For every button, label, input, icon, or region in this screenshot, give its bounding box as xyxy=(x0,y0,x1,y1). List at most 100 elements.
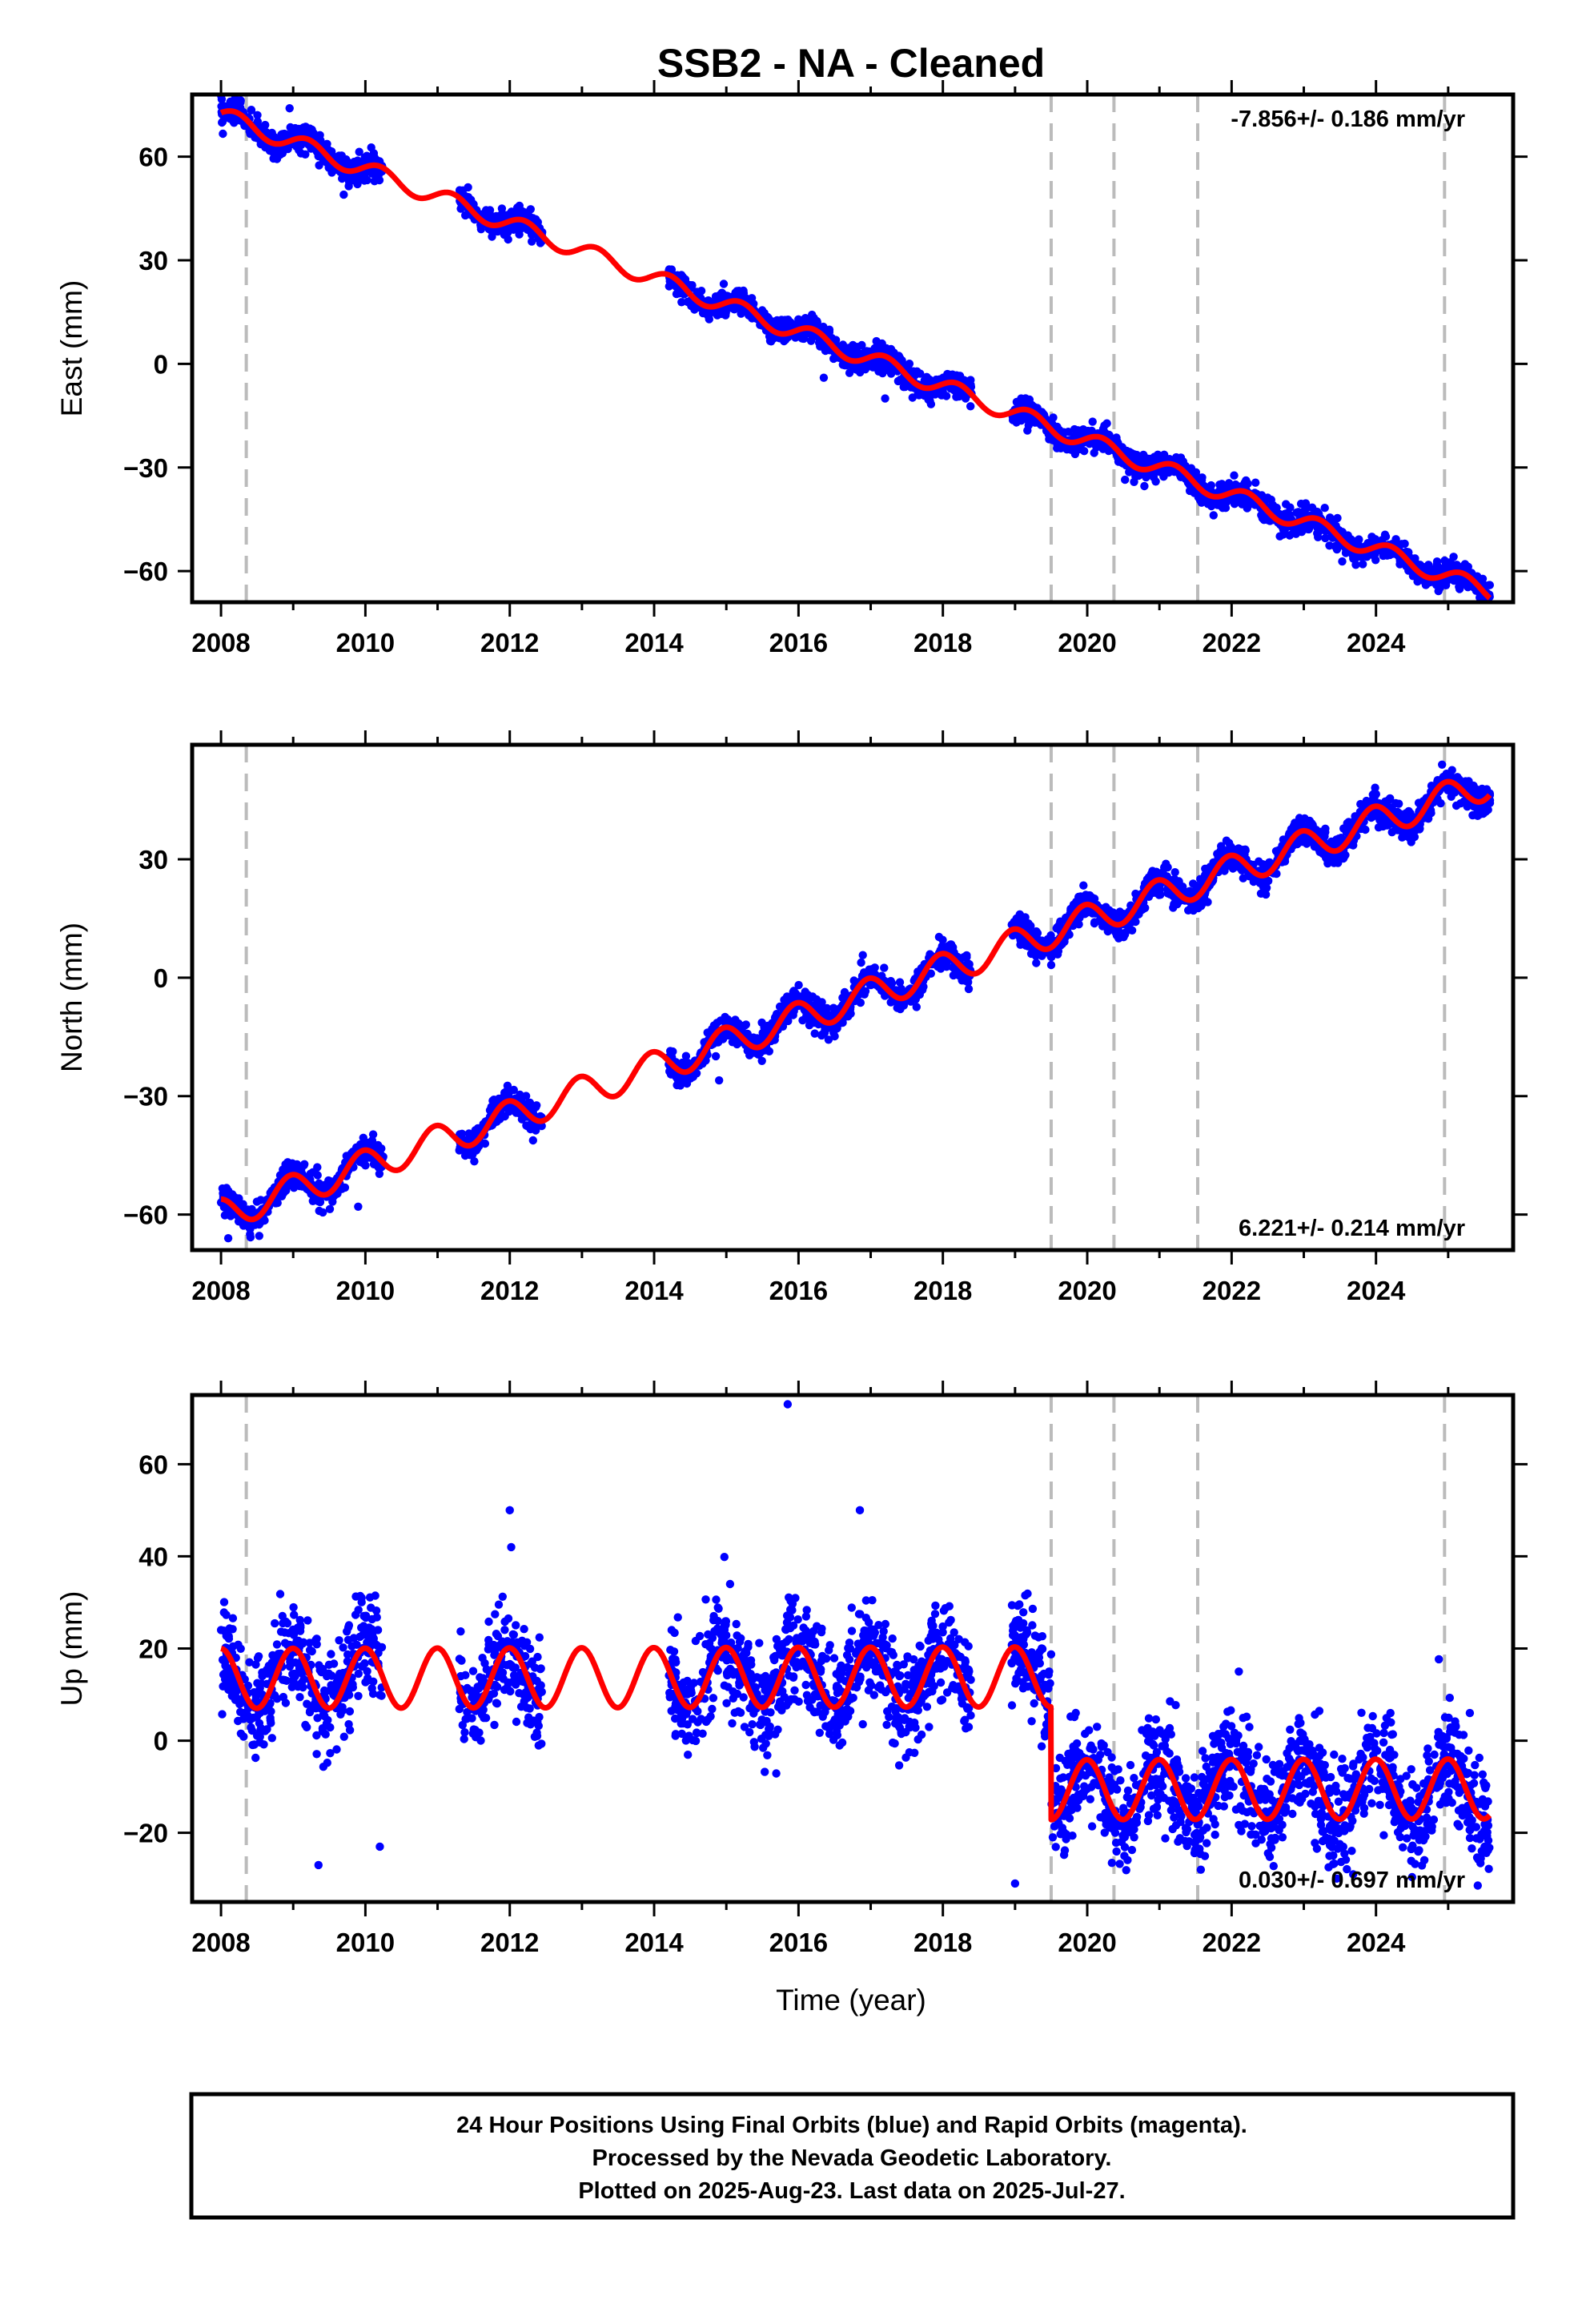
data-point xyxy=(219,102,228,111)
data-point xyxy=(502,1091,512,1100)
data-point xyxy=(1456,577,1464,586)
data-point xyxy=(920,376,930,385)
data-point xyxy=(1038,951,1046,960)
data-point xyxy=(1320,504,1329,513)
data-point xyxy=(1121,475,1130,485)
data-point xyxy=(1070,449,1080,459)
data-point xyxy=(1313,529,1322,538)
data-point xyxy=(470,1157,479,1166)
data-point xyxy=(277,147,286,156)
data-point xyxy=(1209,511,1219,520)
data-point xyxy=(1146,454,1154,464)
data-point xyxy=(1230,471,1239,480)
data-point xyxy=(1088,417,1097,426)
data-point xyxy=(515,230,524,239)
data-point xyxy=(926,396,934,405)
data-point xyxy=(1295,814,1304,822)
data-point xyxy=(908,393,917,402)
outlier-point xyxy=(339,190,348,199)
data-point xyxy=(1243,504,1252,513)
data-point xyxy=(286,1162,295,1172)
data-point xyxy=(319,1208,327,1217)
data-point xyxy=(246,1224,255,1233)
plot-area xyxy=(216,745,1495,1250)
data-point xyxy=(880,963,889,972)
x-tick-label: 2018 xyxy=(913,628,972,657)
data-point xyxy=(1240,478,1249,488)
data-point xyxy=(895,978,905,987)
data-point xyxy=(253,111,262,119)
outlier-point xyxy=(819,373,829,382)
data-point xyxy=(857,958,865,967)
north-panel: 2008 2010 2012 2014 2016 2018 2020 2022 2024−60−… xyxy=(55,730,1528,1305)
data-point xyxy=(1435,583,1444,593)
data-point xyxy=(1303,523,1313,533)
data-point xyxy=(347,173,355,182)
data-point xyxy=(666,1070,676,1079)
data-point xyxy=(1170,868,1179,877)
data-point xyxy=(966,402,975,411)
data-point xyxy=(817,1031,826,1040)
x-tick-label: 2012 xyxy=(480,628,539,657)
data-point xyxy=(821,346,830,356)
data-point xyxy=(711,1051,721,1061)
data-point xyxy=(219,129,227,139)
y-axis-label: East (mm) xyxy=(55,280,88,417)
data-point xyxy=(1047,952,1056,962)
data-point xyxy=(768,334,777,343)
data-point xyxy=(1199,497,1207,505)
data-point xyxy=(370,177,379,186)
data-point xyxy=(225,113,234,122)
data-point xyxy=(1303,504,1311,513)
east-panel: 2008 2010 2012 2014 2016 2018 2020 2022 2024−60−… xyxy=(55,80,1528,657)
data-point xyxy=(299,1160,308,1170)
data-point xyxy=(880,344,889,353)
data-point xyxy=(1140,481,1149,491)
data-point xyxy=(247,106,256,115)
data-point xyxy=(672,289,681,299)
data-point xyxy=(741,1021,749,1030)
data-point xyxy=(858,951,867,959)
data-point xyxy=(677,298,686,307)
x-tick-label: 2010 xyxy=(336,628,395,657)
data-point xyxy=(1371,556,1380,565)
data-point xyxy=(344,182,353,191)
data-point xyxy=(500,211,509,219)
data-point xyxy=(527,230,536,239)
data-point xyxy=(703,1028,712,1037)
data-point xyxy=(315,131,324,139)
data-point xyxy=(269,154,278,163)
data-point xyxy=(504,235,512,244)
data-point xyxy=(353,179,362,189)
data-point xyxy=(804,991,813,999)
data-point xyxy=(1325,541,1334,550)
data-point xyxy=(1032,959,1041,967)
data-point xyxy=(230,119,239,127)
data-point xyxy=(528,237,536,246)
data-point xyxy=(516,223,524,231)
outlier-point xyxy=(285,104,294,113)
data-point xyxy=(246,1232,255,1242)
data-point xyxy=(1132,450,1142,460)
y-tick-label: −60 xyxy=(123,557,168,586)
data-point xyxy=(872,336,881,346)
data-point xyxy=(1112,433,1121,442)
data-point xyxy=(730,1036,739,1046)
data-point xyxy=(226,1189,235,1199)
data-point xyxy=(526,205,535,214)
y-tick-label: 60 xyxy=(139,143,168,172)
data-point xyxy=(374,171,383,179)
data-point xyxy=(374,1140,383,1150)
data-point xyxy=(1046,960,1056,970)
data-point xyxy=(289,1184,299,1192)
data-point xyxy=(308,1168,318,1177)
data-point xyxy=(719,279,729,288)
plot-area xyxy=(217,94,1495,602)
data-point xyxy=(251,133,259,142)
data-point xyxy=(1022,394,1030,404)
data-point xyxy=(476,225,486,234)
data-point xyxy=(1349,554,1358,563)
data-point xyxy=(536,239,545,247)
data-point xyxy=(825,325,834,334)
data-point xyxy=(1363,553,1371,561)
